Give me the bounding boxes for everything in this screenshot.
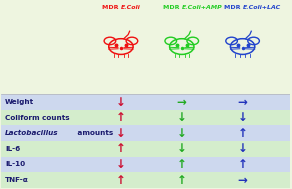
Text: E.Coli+AMP: E.Coli+AMP (182, 5, 223, 10)
Bar (1, 172, 291, 188)
Text: ↑: ↑ (177, 174, 187, 187)
Text: ↓: ↓ (177, 142, 187, 155)
Text: E.Coli: E.Coli (121, 5, 141, 10)
Text: ↑: ↑ (116, 111, 126, 124)
Text: ↑: ↑ (238, 127, 248, 140)
Text: ↑: ↑ (116, 174, 126, 187)
Text: →: → (177, 96, 187, 109)
Text: MDR: MDR (224, 5, 243, 10)
Text: ↓: ↓ (116, 96, 126, 109)
Text: ↓: ↓ (116, 158, 126, 171)
Bar (1, 157, 291, 172)
Text: →: → (238, 174, 248, 187)
Text: ↓: ↓ (177, 111, 187, 124)
Text: ↓: ↓ (238, 111, 248, 124)
Text: MDR: MDR (163, 5, 182, 10)
Bar (1, 125, 291, 141)
Text: TNF-α: TNF-α (5, 177, 29, 183)
Text: Coliform counts: Coliform counts (5, 115, 70, 121)
Text: IL-6: IL-6 (5, 146, 20, 152)
Text: ↓: ↓ (177, 127, 187, 140)
Text: ↑: ↑ (177, 158, 187, 171)
Bar (1, 94, 291, 110)
Text: ↓: ↓ (116, 127, 126, 140)
Text: →: → (238, 96, 248, 109)
Text: MDR: MDR (102, 5, 121, 10)
Text: ↑: ↑ (116, 142, 126, 155)
Bar (1, 110, 291, 125)
Bar (1, 141, 291, 157)
Text: ↑: ↑ (238, 158, 248, 171)
Text: amounts: amounts (75, 130, 113, 136)
Text: IL-10: IL-10 (5, 161, 25, 167)
Text: Weight: Weight (5, 99, 34, 105)
Text: ↓: ↓ (238, 142, 248, 155)
Text: Lactobacillus: Lactobacillus (5, 130, 59, 136)
Text: E.Coli+LAC: E.Coli+LAC (243, 5, 281, 10)
